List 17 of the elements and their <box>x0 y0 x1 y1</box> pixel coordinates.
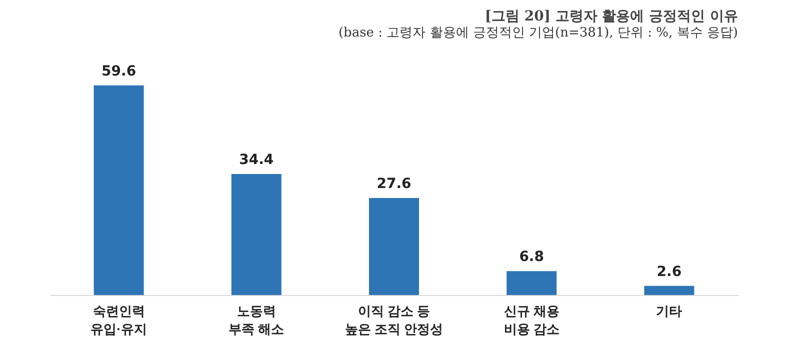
x-tick-label: 이직 감소 등 높은 조직 안정성 <box>344 304 444 336</box>
data-label: 34.4 <box>239 152 274 168</box>
bar <box>644 286 694 295</box>
data-label: 59.6 <box>102 63 136 80</box>
x-tick-label: 신규 채용 비용 감소 <box>504 304 560 336</box>
data-label: 2.6 <box>656 264 682 280</box>
chart-subtitle: (base : 고령자 활용에 긍정적인 기업(n=381), 단위 : %, 복수 응답) <box>338 25 738 40</box>
x-tick-label: 숙련인력 유입·유지 <box>90 304 147 336</box>
x-tick-label: 기타 <box>656 304 682 318</box>
bar <box>506 271 557 295</box>
bar <box>231 174 282 295</box>
data-label: 6.8 <box>519 249 544 266</box>
chart-title: [그림 20] 고령자 활용에 긍정적인 이유 <box>484 8 738 24</box>
bar <box>369 198 419 295</box>
x-tick-label: 노동력 부족 해소 <box>228 304 284 336</box>
bar <box>94 85 144 295</box>
data-label: 27.6 <box>376 176 412 192</box>
